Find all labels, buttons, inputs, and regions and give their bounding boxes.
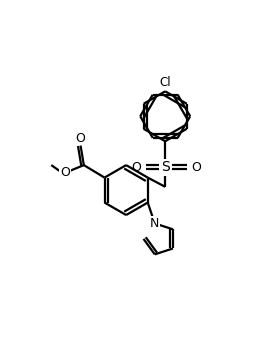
Text: O: O	[131, 161, 141, 174]
Text: Cl: Cl	[159, 76, 171, 89]
Text: O: O	[76, 132, 85, 145]
Text: O: O	[60, 166, 70, 179]
Text: O: O	[191, 161, 201, 174]
Text: S: S	[161, 160, 170, 174]
Text: N: N	[150, 217, 159, 230]
